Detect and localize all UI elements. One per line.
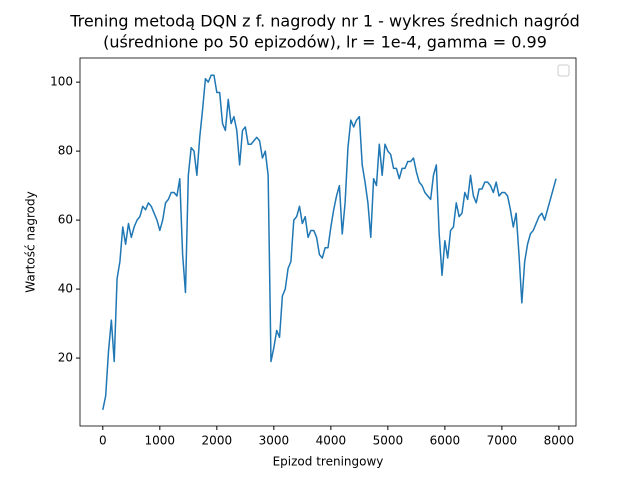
y-tick-label: 20 [58,351,73,365]
legend [557,64,570,77]
y-tick-label: 40 [58,282,73,296]
x-tick-label: 0 [99,434,107,448]
x-tick-label: 2000 [202,434,233,448]
chart-title: Trening metodą DQN z f. nagrody nr 1 - w… [69,12,580,31]
x-tick-label: 8000 [544,434,575,448]
y-tick-label: 100 [50,75,73,89]
x-axis-label: Epizod treningowy [273,455,384,469]
x-tick-label: 1000 [145,434,176,448]
y-tick-label: 80 [58,144,73,158]
y-axis-label: Wartość nagrody [24,191,38,292]
x-tick-label: 4000 [316,434,347,448]
y-tick-label: 60 [58,213,73,227]
plot-frame [79,57,577,427]
chart-title: (uśrednione po 50 epizodów), lr = 1e-4, … [103,33,547,52]
x-tick-label: 5000 [373,434,404,448]
x-tick-label: 7000 [487,434,518,448]
x-tick-label: 6000 [430,434,461,448]
data-line [102,74,557,410]
x-tick-label: 3000 [259,434,290,448]
